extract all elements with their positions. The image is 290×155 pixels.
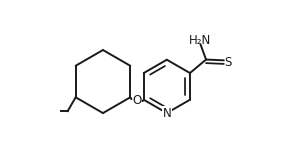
Text: N: N [162,107,171,120]
Text: H₂N: H₂N [188,34,211,47]
Text: S: S [224,56,231,69]
Text: O: O [132,94,142,107]
